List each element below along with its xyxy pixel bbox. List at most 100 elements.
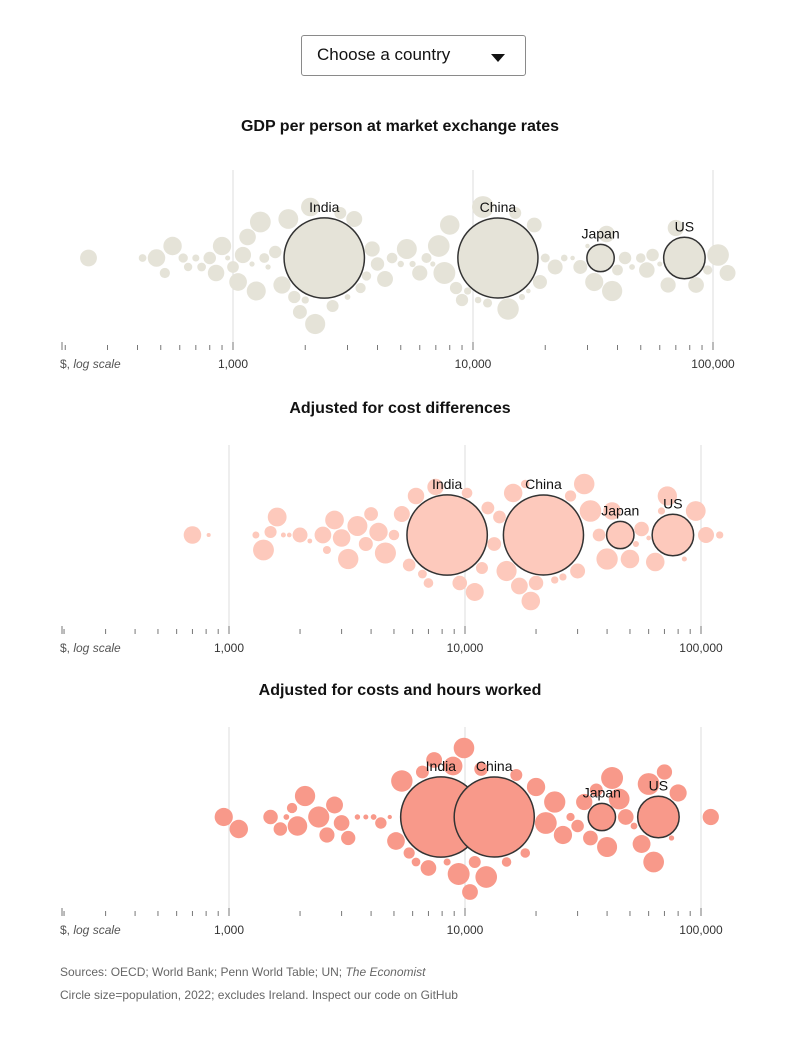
country-bubble[interactable] <box>447 863 470 885</box>
caret-down-icon[interactable] <box>491 54 505 62</box>
country-bubble[interactable] <box>287 816 308 836</box>
country-bubble[interactable] <box>347 516 368 536</box>
country-bubble[interactable] <box>354 814 361 820</box>
country-bubble[interactable] <box>503 483 523 503</box>
country-bubble[interactable] <box>344 294 351 300</box>
country-bubble[interactable] <box>501 857 512 867</box>
country-bubble[interactable] <box>518 293 526 301</box>
country-bubble-china[interactable] <box>453 776 536 858</box>
country-bubble[interactable] <box>420 860 437 876</box>
country-bubble[interactable] <box>493 510 506 524</box>
country-bubble[interactable] <box>496 560 517 582</box>
country-bubble[interactable] <box>520 479 530 489</box>
country-bubble[interactable] <box>681 556 687 562</box>
country-bubble[interactable] <box>566 812 575 822</box>
country-bubble[interactable] <box>203 251 217 265</box>
country-bubble[interactable] <box>229 273 247 291</box>
country-bubble[interactable] <box>475 562 488 574</box>
country-bubble[interactable] <box>570 563 586 579</box>
country-bubble[interactable] <box>520 848 531 858</box>
country-bubble[interactable] <box>163 236 182 256</box>
country-bubble[interactable] <box>685 501 706 521</box>
country-bubble[interactable] <box>374 542 396 564</box>
country-bubble[interactable] <box>620 549 640 569</box>
country-bubble[interactable] <box>443 756 463 776</box>
country-bubble[interactable] <box>361 271 372 281</box>
country-bubble[interactable] <box>192 254 200 262</box>
country-bubble[interactable] <box>573 473 595 495</box>
country-bubble[interactable] <box>468 856 481 868</box>
country-bubble[interactable] <box>632 835 651 853</box>
country-bubble[interactable] <box>544 791 566 813</box>
country-bubble[interactable] <box>286 532 292 538</box>
country-bubble[interactable] <box>602 280 623 302</box>
country-bubble[interactable] <box>369 522 388 542</box>
country-bubble[interactable] <box>589 783 603 797</box>
country-bubble[interactable] <box>273 822 288 836</box>
country-bubble[interactable] <box>334 207 347 219</box>
country-bubble[interactable] <box>264 525 277 539</box>
country-bubble[interactable] <box>314 526 332 544</box>
country-bubble[interactable] <box>585 272 604 292</box>
country-bubble[interactable] <box>183 262 193 272</box>
country-bubble[interactable] <box>252 531 260 539</box>
country-bubble[interactable] <box>433 262 456 284</box>
country-bubble[interactable] <box>249 211 271 233</box>
country-bubble[interactable] <box>443 858 451 866</box>
country-bubble[interactable] <box>465 583 484 601</box>
country-bubble[interactable] <box>147 249 166 267</box>
country-bubble[interactable] <box>657 507 666 515</box>
country-bubble[interactable] <box>403 847 415 859</box>
country-bubble[interactable] <box>657 261 663 267</box>
country-bubble[interactable] <box>412 265 428 281</box>
country-bubble[interactable] <box>657 486 677 506</box>
country-bubble[interactable] <box>462 884 478 900</box>
country-bubble[interactable] <box>207 264 225 282</box>
country-bubble[interactable] <box>570 255 575 261</box>
country-bubble[interactable] <box>338 548 359 570</box>
country-bubble[interactable] <box>319 827 335 843</box>
country-bubble[interactable] <box>719 265 736 281</box>
country-bubble[interactable] <box>688 277 704 293</box>
country-bubble[interactable] <box>475 866 498 888</box>
country-bubble[interactable] <box>579 500 602 522</box>
country-bubble[interactable] <box>308 806 330 828</box>
country-bubble[interactable] <box>269 245 282 259</box>
country-bubble[interactable] <box>286 802 298 814</box>
country-bubble[interactable] <box>598 225 615 243</box>
country-bubble[interactable] <box>80 249 97 267</box>
country-bubble[interactable] <box>618 251 632 265</box>
country-bubble[interactable] <box>573 260 588 274</box>
country-bubble[interactable] <box>668 835 675 841</box>
country-bubble[interactable] <box>178 253 188 263</box>
country-bubble[interactable] <box>138 254 147 262</box>
country-bubble[interactable] <box>547 259 563 275</box>
country-bubble[interactable] <box>239 228 256 246</box>
country-bubble[interactable] <box>363 814 369 820</box>
country-bubble[interactable] <box>278 209 299 229</box>
country-bubble[interactable] <box>212 236 232 256</box>
country-bubble[interactable] <box>391 770 413 792</box>
country-bubble[interactable] <box>667 219 684 237</box>
country-bubble-us[interactable] <box>636 795 680 839</box>
country-bubble[interactable] <box>301 197 320 217</box>
country-bubble[interactable] <box>332 529 351 547</box>
country-bubble[interactable] <box>246 281 266 301</box>
country-bubble[interactable] <box>639 262 655 278</box>
country-bubble[interactable] <box>294 785 316 807</box>
country-bubble[interactable] <box>592 528 606 542</box>
country-bubble[interactable] <box>702 808 719 826</box>
country-bubble[interactable] <box>364 241 380 257</box>
country-bubble[interactable] <box>612 264 623 276</box>
country-bubble[interactable] <box>439 215 460 235</box>
country-bubble[interactable] <box>526 217 542 233</box>
country-bubble[interactable] <box>637 773 660 795</box>
country-bubble[interactable] <box>355 282 366 294</box>
country-bubble[interactable] <box>596 548 618 570</box>
country-bubble[interactable] <box>411 857 421 867</box>
country-bubble[interactable] <box>283 814 290 820</box>
country-bubble[interactable] <box>326 299 339 313</box>
country-bubble[interactable] <box>249 261 255 267</box>
country-bubble[interactable] <box>288 290 301 304</box>
country-bubble-china[interactable] <box>502 494 585 576</box>
